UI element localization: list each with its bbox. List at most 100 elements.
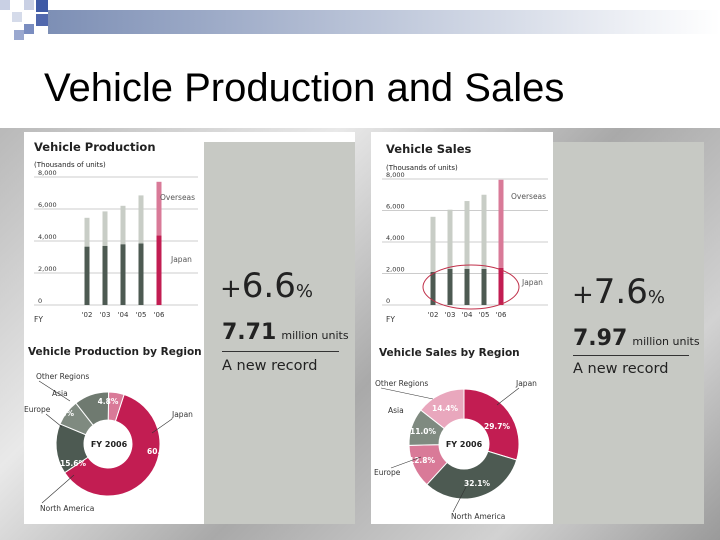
production-ytick-label: 0 bbox=[38, 297, 42, 305]
production-xtick-label: '02 bbox=[82, 311, 93, 319]
sales-bar-overseas bbox=[481, 194, 487, 269]
sales-leader-japan bbox=[496, 387, 520, 406]
production-growth-sign: + bbox=[220, 274, 242, 304]
production-chart-title: Vehicle Production bbox=[34, 140, 156, 154]
sales-xtick-label: '05 bbox=[479, 311, 490, 319]
production-bar-japan bbox=[156, 235, 162, 305]
sales-slice-other-regions bbox=[420, 388, 465, 430]
production-slice-label: 8.1% bbox=[35, 429, 56, 438]
production-slice-other-regions bbox=[107, 391, 125, 422]
sales-japan-highlight-circle bbox=[422, 264, 520, 310]
sales-bar-overseas bbox=[464, 201, 470, 269]
sales-other-label: Other Regions bbox=[375, 379, 428, 388]
production-na-label: North America bbox=[40, 504, 94, 513]
sales-bar-japan bbox=[464, 268, 470, 305]
sales-bar-japan bbox=[447, 268, 453, 305]
production-bar-overseas bbox=[120, 205, 126, 245]
production-leader-other bbox=[38, 380, 71, 402]
production-japan-region-label: Japan bbox=[171, 410, 193, 419]
production-divider bbox=[222, 351, 339, 352]
slide-title: Vehicle Production and Sales bbox=[44, 66, 565, 110]
sales-xtick-label: '06 bbox=[496, 311, 507, 319]
production-japan-label: Japan bbox=[170, 255, 192, 264]
sales-ytick-label: 0 bbox=[386, 297, 390, 305]
production-leader-europe bbox=[45, 413, 63, 428]
production-growth-value: 6.6 bbox=[241, 266, 296, 306]
sales-asia-label: Asia bbox=[388, 406, 404, 415]
production-slice-label: 4.8% bbox=[98, 397, 119, 406]
production-xtick-label: '05 bbox=[136, 311, 147, 319]
production-xtick-label: '06 bbox=[154, 311, 165, 319]
production-bar-japan bbox=[84, 246, 90, 305]
sales-growth-sign: + bbox=[572, 280, 594, 310]
production-xtick-label: '03 bbox=[100, 311, 111, 319]
sales-growth-panel bbox=[553, 142, 704, 524]
production-region-title: Vehicle Production by Region bbox=[28, 346, 202, 358]
production-bar-japan bbox=[102, 245, 108, 305]
sales-bar-japan bbox=[430, 271, 436, 305]
sales-ytick-label: 8,000 bbox=[386, 171, 405, 179]
decorative-squares bbox=[0, 0, 720, 40]
sales-japan-region-label: Japan bbox=[515, 379, 537, 388]
sales-divider bbox=[573, 355, 689, 356]
production-ytick-label: 6,000 bbox=[38, 201, 57, 209]
production-bar-overseas bbox=[138, 195, 144, 244]
sales-leader-other bbox=[380, 387, 434, 400]
sales-xtick-label: '03 bbox=[445, 311, 456, 319]
sales-slice-label: 11.0% bbox=[410, 427, 437, 436]
sales-slice-label: 32.1% bbox=[464, 479, 491, 488]
sales-slice-label: 12.8% bbox=[409, 456, 436, 465]
production-growth: +6.6% bbox=[220, 266, 313, 306]
production-bar-overseas bbox=[102, 211, 108, 246]
production-bar-overseas bbox=[84, 217, 90, 247]
production-units-label: (Thousands of units) bbox=[34, 161, 106, 169]
sales-bar-overseas bbox=[430, 216, 436, 272]
production-slice-label: 15.6% bbox=[60, 459, 87, 468]
sales-ytick-label: 6,000 bbox=[386, 203, 405, 211]
sales-xtick-label: '02 bbox=[428, 311, 439, 319]
production-region-donut: Vehicle Production by Region 60.7% 15.6% 8… bbox=[24, 346, 202, 513]
production-slice-japan bbox=[63, 393, 161, 497]
sales-growth-pct: % bbox=[647, 287, 665, 308]
sales-slice-label: 14.4% bbox=[432, 404, 459, 413]
sales-chart-title: Vehicle Sales bbox=[386, 142, 472, 156]
sales-ytick-label: 2,000 bbox=[386, 266, 405, 274]
sales-bar-overseas bbox=[447, 209, 453, 269]
production-growth-panel bbox=[204, 142, 355, 524]
production-record-value: 7.71 bbox=[222, 320, 277, 345]
sales-japan-label: Japan bbox=[521, 278, 543, 287]
production-bar-japan bbox=[120, 244, 126, 305]
sales-record-units: million units bbox=[632, 335, 700, 348]
sales-region-title: Vehicle Sales by Region bbox=[379, 347, 520, 359]
production-asia-label: Asia bbox=[52, 389, 68, 398]
sales-xtick-label: '04 bbox=[462, 311, 473, 319]
sales-center-label: FY 2006 bbox=[446, 440, 483, 449]
production-ytick-label: 8,000 bbox=[38, 169, 57, 177]
production-record-units: million units bbox=[281, 329, 349, 342]
sales-record-text: A new record bbox=[573, 361, 669, 377]
production-fy-label: FY bbox=[34, 315, 43, 324]
production-ytick-label: 2,000 bbox=[38, 265, 57, 273]
sales-growth-value: 7.6 bbox=[593, 272, 648, 312]
sales-record: 7.97 million units bbox=[573, 326, 700, 351]
sales-ytick-label: 4,000 bbox=[386, 234, 405, 242]
production-leader-japan bbox=[151, 418, 173, 434]
production-record: 7.71 million units bbox=[222, 320, 349, 345]
sales-region-donut: Vehicle Sales by Region 29.7% 32.1% 12.8% 1… bbox=[374, 347, 537, 521]
production-overseas-label: Overseas bbox=[160, 193, 195, 202]
production-europe-label: Europe bbox=[24, 405, 51, 414]
production-growth-pct: % bbox=[295, 281, 313, 302]
sales-units-label: (Thousands of units) bbox=[386, 164, 458, 172]
sales-slice-label: 29.7% bbox=[484, 422, 511, 431]
production-xtick-label: '04 bbox=[118, 311, 129, 319]
production-record-text: A new record bbox=[222, 358, 318, 374]
sales-leader-europe bbox=[390, 456, 422, 469]
production-slice-label: 60.7% bbox=[147, 447, 174, 456]
production-bar-japan bbox=[138, 243, 144, 305]
sales-bar-overseas bbox=[498, 179, 504, 268]
production-slice-label: 10.8% bbox=[48, 409, 75, 418]
production-bar-chart: Vehicle Production (Thousands of units) … bbox=[34, 140, 198, 324]
sales-slice-japan bbox=[463, 388, 520, 461]
sales-slice-north-america bbox=[426, 450, 518, 500]
sales-fy-label: FY bbox=[386, 315, 395, 324]
